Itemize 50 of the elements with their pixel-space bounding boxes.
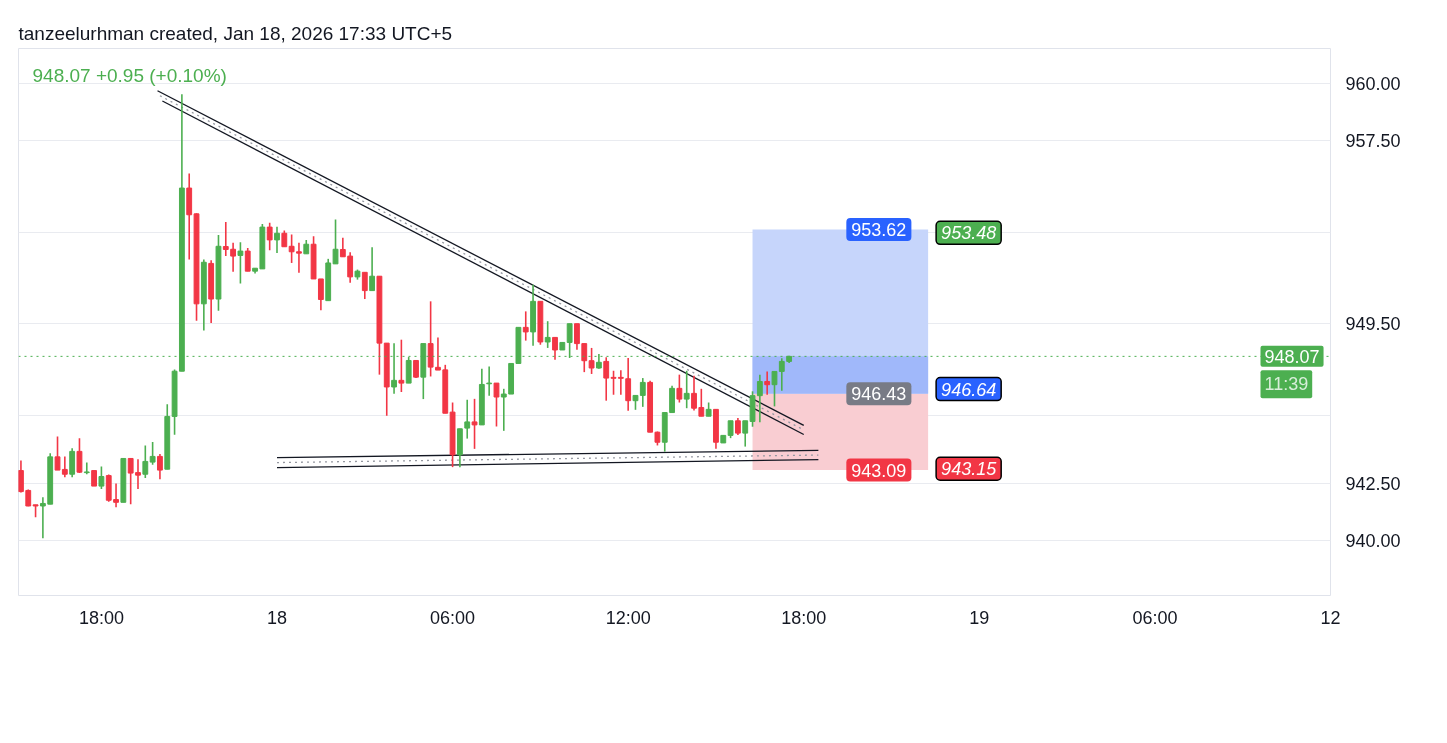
x-tick-label: 18:00: [78, 607, 124, 628]
y-tick-label: 940.00: [1345, 531, 1401, 552]
annotation: 946.43: [851, 384, 907, 405]
candlestick: [361, 271, 368, 300]
candlestick: [274, 226, 280, 254]
candlestick: [493, 382, 500, 428]
x-tick-label: 19: [969, 607, 990, 628]
annotation: 943.15: [941, 459, 998, 480]
y-tick-label: 957.50: [1345, 131, 1401, 152]
x-tick-label: 06:00: [430, 607, 476, 628]
candlestick: [398, 338, 405, 393]
candlestick: [427, 300, 434, 378]
text: 948.07 +0.95 (+0.10%): [32, 65, 227, 86]
candlestick: [149, 441, 156, 466]
annotation: 943.09: [851, 460, 907, 481]
chart-subtitle: tanzeelurhman created, Jan 18, 2026 17:33 UTC+5: [18, 22, 453, 44]
y-tick-label: 960.00: [1345, 74, 1401, 95]
y-tick-label: 942.50: [1345, 474, 1401, 495]
y-tick-label: 949.50: [1345, 314, 1401, 335]
x-tick-label: 18: [266, 607, 288, 628]
annotation: 953.62: [851, 220, 907, 241]
candlestick: [486, 365, 493, 397]
candlestick: [464, 398, 471, 440]
candlestick: [522, 310, 529, 342]
x-tick-label: 18:00: [781, 607, 827, 628]
candlestick: [142, 444, 149, 479]
candlestick: [676, 373, 683, 404]
candlestick: [405, 356, 412, 384]
candlestick: [76, 437, 83, 474]
candlestick: [764, 370, 771, 396]
annotation: 953.48: [941, 223, 997, 244]
x-tick-label: 12:00: [605, 607, 651, 628]
candlestick: [756, 373, 763, 423]
candlestick: [98, 465, 105, 490]
candlestick: [552, 336, 558, 361]
candlestick: [369, 246, 376, 292]
ref-line-label: 948.07 11:39: [1264, 346, 1320, 395]
candlestick: [237, 241, 244, 285]
x-tick-label: 06:00: [1132, 607, 1178, 628]
candlestick: [83, 461, 90, 476]
candlestick: [69, 447, 76, 478]
candlestick: [683, 369, 690, 410]
candlestick: [588, 347, 595, 375]
x-tick-label: 12: [1320, 607, 1341, 628]
candlestick: [471, 398, 478, 450]
candlestick: [157, 453, 163, 481]
candlestick: [544, 320, 551, 349]
candlestick: [266, 221, 273, 251]
annotation: 946.64: [941, 379, 997, 400]
candlestick: [244, 247, 251, 272]
